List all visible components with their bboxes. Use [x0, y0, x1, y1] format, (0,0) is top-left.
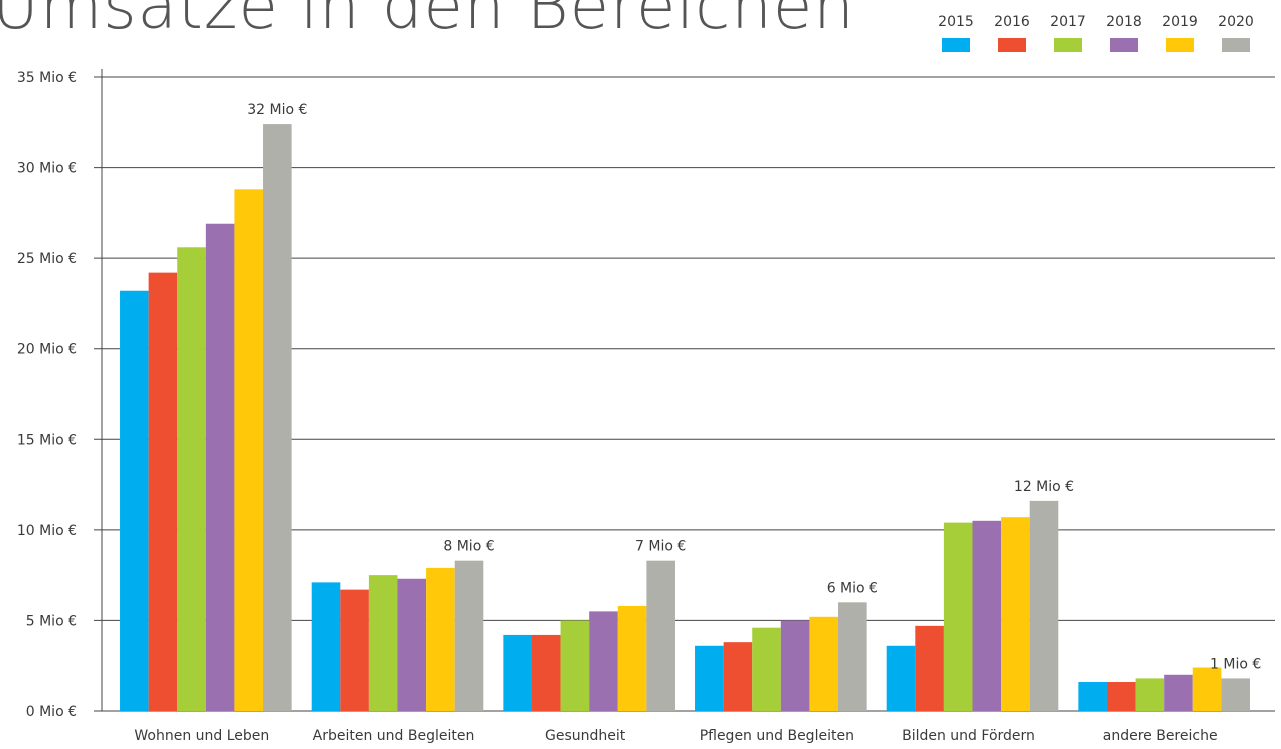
bar	[1078, 682, 1107, 711]
annotation: 7 Mio €	[635, 539, 686, 555]
bar	[780, 620, 810, 711]
bar	[454, 560, 484, 711]
legend-label: 2016	[994, 14, 1030, 30]
bar	[311, 582, 341, 711]
annotation: 12 Mio €	[1014, 479, 1074, 495]
bar	[1164, 674, 1193, 711]
bar	[646, 560, 675, 711]
bar	[120, 290, 149, 711]
bar	[915, 625, 944, 711]
x-tick-label: Pflegen und Begleiten	[700, 728, 854, 744]
x-tick-label: Arbeiten und Begleiten	[313, 728, 475, 744]
y-tick-label: 0 Mio €	[26, 704, 77, 720]
bar	[148, 272, 178, 711]
bar	[809, 616, 839, 711]
bar	[617, 605, 647, 711]
bar	[1029, 500, 1059, 711]
x-tick-label: Wohnen und Leben	[134, 728, 269, 744]
y-tick-label: 15 Mio €	[17, 432, 77, 448]
bar	[503, 634, 532, 711]
legend-label: 2017	[1050, 14, 1086, 30]
bar	[886, 645, 916, 711]
x-tick-label: Gesundheit	[545, 728, 626, 744]
annotation: 1 Mio €	[1210, 656, 1261, 672]
bar	[560, 620, 590, 711]
bar	[426, 567, 455, 711]
bar	[1192, 667, 1222, 711]
y-tick-label: 30 Mio €	[17, 161, 77, 177]
bar	[177, 247, 206, 711]
x-tick-label: Bilden und Fördern	[902, 728, 1035, 744]
legend-swatch	[942, 38, 970, 52]
legend-swatch	[1166, 38, 1194, 52]
y-tick-label: 35 Mio €	[17, 70, 77, 86]
legend-swatch	[1110, 38, 1138, 52]
bar	[368, 575, 398, 711]
annotation: 32 Mio €	[247, 102, 307, 118]
bar	[752, 627, 781, 711]
bar	[397, 578, 427, 711]
bar	[723, 642, 753, 711]
bar	[340, 589, 369, 711]
bar	[205, 223, 235, 711]
bar	[234, 189, 264, 711]
bar	[531, 634, 561, 711]
legend-swatch	[1222, 38, 1250, 52]
annotation: 8 Mio €	[443, 539, 494, 555]
legend-label: 2015	[938, 14, 974, 30]
y-tick-label: 25 Mio €	[17, 251, 77, 267]
annotation: 6 Mio €	[827, 580, 878, 596]
bar	[1001, 517, 1030, 711]
bar	[1106, 682, 1136, 711]
bar	[263, 124, 292, 711]
y-tick-label: 10 Mio €	[17, 523, 77, 539]
x-tick-label: andere Bereiche	[1103, 728, 1218, 744]
legend-swatch	[1054, 38, 1082, 52]
y-tick-label: 5 Mio €	[26, 613, 77, 629]
legend-label: 2019	[1162, 14, 1198, 30]
legend-label: 2018	[1106, 14, 1142, 30]
legend-label: 2020	[1218, 14, 1254, 30]
legend-swatch	[998, 38, 1026, 52]
bar	[1221, 678, 1250, 711]
bar	[589, 611, 618, 711]
y-tick-label: 20 Mio €	[17, 342, 77, 358]
bar	[695, 645, 724, 711]
bar	[943, 522, 973, 711]
chart-title: Umsätze in den Bereichen	[0, 0, 855, 44]
bar	[972, 520, 1002, 711]
bar	[838, 602, 867, 711]
bar	[1135, 678, 1165, 711]
